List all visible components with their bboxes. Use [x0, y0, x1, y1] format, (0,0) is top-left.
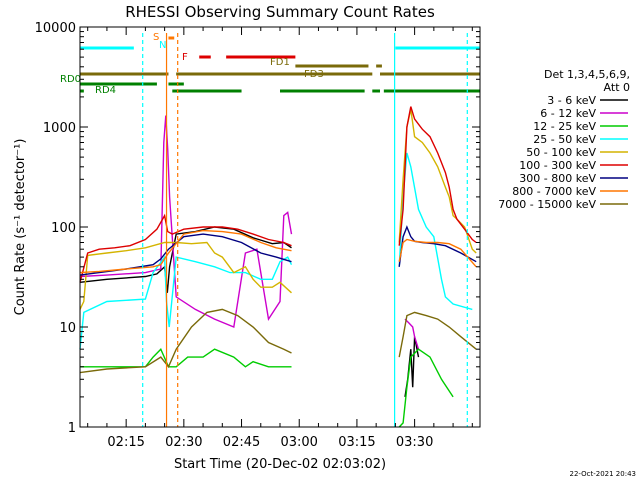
- y-tick-label: 100: [51, 221, 76, 236]
- flag-label-fd1: FD1: [270, 57, 290, 68]
- flag-label-n: N: [159, 40, 166, 51]
- y-tick-label: 1000: [43, 121, 76, 136]
- legend-entry-label: 800 - 7000 keV: [512, 185, 596, 198]
- legend-entry-label: 50 - 100 keV: [526, 146, 596, 159]
- series-line-1: [79, 115, 293, 328]
- legend-header: Att 0: [604, 81, 630, 94]
- series-line-8: [79, 308, 292, 374]
- flag-label-f: F: [182, 52, 188, 63]
- legend-entry-label: 25 - 50 keV: [533, 133, 596, 146]
- series-line-2: [80, 347, 292, 368]
- series-layer: [79, 106, 477, 428]
- flags-layer: SN F FD1 FD3 RD0 RD4: [60, 32, 480, 96]
- x-axis-label: Start Time (20-Dec-02 02:03:02): [174, 457, 386, 472]
- series-line-3-b: [398, 152, 473, 311]
- y-tick-label: 1: [68, 421, 76, 436]
- series-line-5-b: [398, 106, 477, 246]
- series-line-4: [79, 241, 292, 310]
- flag-label-rd0: RD0: [60, 74, 81, 85]
- x-tick-label: 03:15: [338, 435, 375, 450]
- flag-label-rd4: RD4: [95, 85, 116, 96]
- y-tick-label: 10000: [35, 21, 76, 36]
- series-line-3: [79, 255, 293, 350]
- y-tick-label: 10: [59, 321, 76, 336]
- x-tick-label: 02:15: [107, 435, 144, 450]
- series-line-4-b: [398, 109, 477, 254]
- marker-layer: [142, 33, 468, 427]
- legend-entry-label: 100 - 300 keV: [519, 159, 596, 172]
- series-line-7: [79, 229, 292, 274]
- axes-layer: 1 10 100 1000 10000 02:15 02:30 02:45 03:00 03:15…: [35, 21, 480, 450]
- y-axis-label: Count Rate (s⁻¹ detector⁻¹): [13, 139, 28, 316]
- footer-date: 22-Oct-2021 20:43: [570, 470, 636, 478]
- chart-title: RHESSI Observing Summary Count Rates: [125, 3, 435, 21]
- series-line-5: [79, 213, 292, 283]
- series-line-7-b: [398, 238, 477, 268]
- legend-entry-label: 12 - 25 keV: [533, 120, 596, 133]
- x-tick-label: 03:30: [396, 435, 433, 450]
- legend-entry-label: 6 - 12 keV: [540, 107, 596, 120]
- flag-label-s: S: [153, 32, 159, 43]
- series-line-1-b: [404, 318, 420, 350]
- x-tick-label: 03:00: [280, 435, 317, 450]
- legend-entry-label: 7000 - 15000 keV: [498, 198, 596, 211]
- x-tick-label: 02:30: [165, 435, 202, 450]
- series-line-2-b: [398, 348, 454, 428]
- legend-header: Det 1,3,4,5,6,9,: [544, 68, 630, 81]
- series-line-0: [79, 226, 292, 293]
- legend-entry-label: 300 - 800 keV: [519, 172, 596, 185]
- series-line-8-b: [398, 311, 477, 358]
- flag-label-fd3: FD3: [304, 69, 324, 80]
- x-tick-label: 02:45: [223, 435, 260, 450]
- legend-entry-label: 3 - 6 keV: [547, 94, 596, 107]
